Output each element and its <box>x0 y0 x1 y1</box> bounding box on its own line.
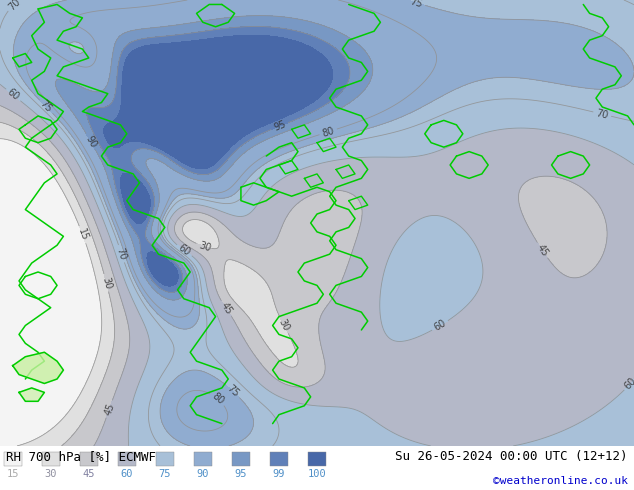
Text: 45: 45 <box>103 401 116 416</box>
Text: 95: 95 <box>272 119 287 133</box>
Text: 60: 60 <box>432 318 448 333</box>
Polygon shape <box>19 388 44 401</box>
Text: 70: 70 <box>115 246 128 261</box>
Bar <box>270 452 288 466</box>
Polygon shape <box>13 352 63 384</box>
Text: 95: 95 <box>235 469 247 479</box>
Text: 60: 60 <box>120 469 133 479</box>
Text: 80: 80 <box>321 125 335 139</box>
Text: 90: 90 <box>83 134 98 149</box>
Bar <box>156 452 174 466</box>
Text: 99: 99 <box>273 469 285 479</box>
Bar <box>308 452 326 466</box>
Bar <box>42 452 60 466</box>
Text: 70: 70 <box>595 108 609 121</box>
Text: 80: 80 <box>210 391 226 407</box>
Text: 60: 60 <box>5 87 21 103</box>
Text: 45: 45 <box>535 243 550 258</box>
Text: RH 700 hPa [%] ECMWF: RH 700 hPa [%] ECMWF <box>6 450 157 464</box>
Text: 90: 90 <box>197 469 209 479</box>
Text: 45: 45 <box>82 469 95 479</box>
Text: 30: 30 <box>44 469 57 479</box>
Text: 75: 75 <box>38 98 54 115</box>
Bar <box>194 452 212 466</box>
Text: 15: 15 <box>6 469 19 479</box>
Bar <box>80 452 98 466</box>
Bar <box>232 452 250 466</box>
Text: 75: 75 <box>158 469 171 479</box>
Text: Su 26-05-2024 00:00 UTC (12+12): Su 26-05-2024 00:00 UTC (12+12) <box>395 450 628 464</box>
Text: 75: 75 <box>409 0 424 9</box>
Bar <box>4 452 22 466</box>
Text: 30: 30 <box>277 318 291 333</box>
Text: 70: 70 <box>6 0 22 12</box>
Text: 75: 75 <box>225 383 241 399</box>
Text: 60: 60 <box>176 243 192 258</box>
Text: 100: 100 <box>307 469 327 479</box>
Text: 45: 45 <box>219 300 234 317</box>
Text: 60: 60 <box>623 375 634 391</box>
Text: 15: 15 <box>76 227 89 242</box>
Text: ©weatheronline.co.uk: ©weatheronline.co.uk <box>493 476 628 487</box>
Text: 30: 30 <box>100 275 113 290</box>
Text: 30: 30 <box>198 240 212 253</box>
Bar <box>118 452 136 466</box>
